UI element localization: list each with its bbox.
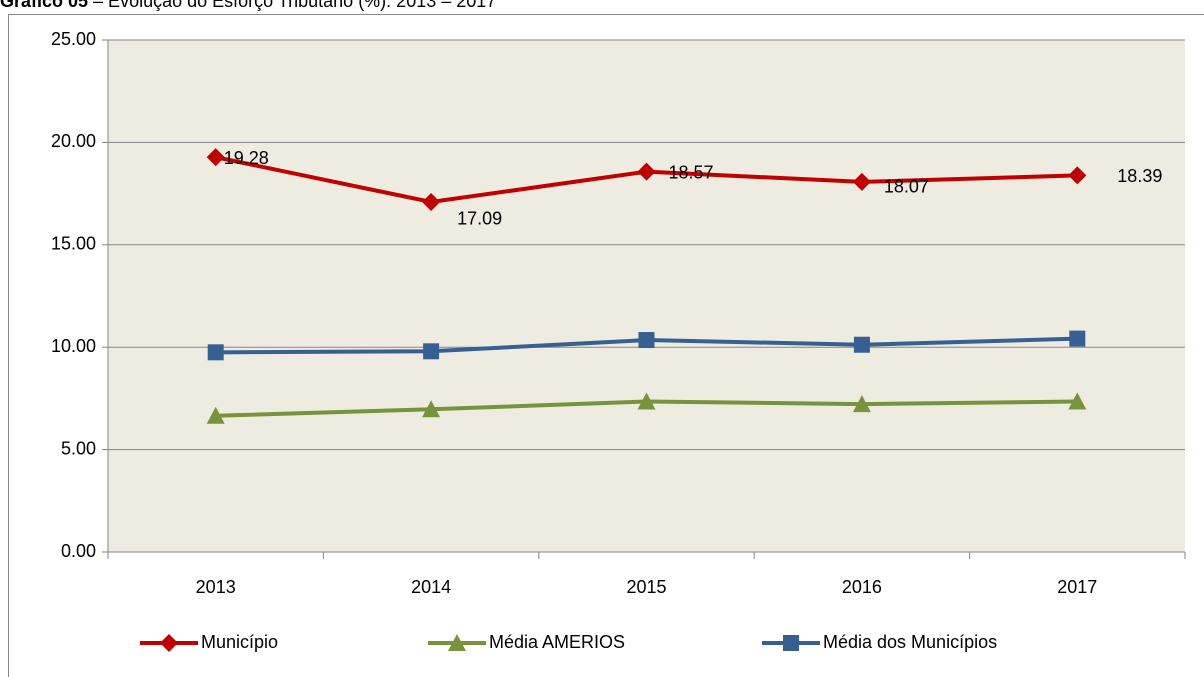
- x-tick-label: 2015: [626, 577, 666, 597]
- data-label: 18.39: [1117, 166, 1162, 186]
- data-label: 18.07: [884, 177, 929, 197]
- legend-marker: [783, 635, 799, 651]
- x-tick-label: 2017: [1057, 577, 1097, 597]
- data-point: [422, 192, 441, 211]
- data-point: [852, 395, 871, 413]
- y-tick-label: 25.00: [51, 29, 96, 49]
- data-point: [852, 172, 871, 191]
- data-point: [423, 343, 440, 360]
- x-tick-label: 2013: [196, 577, 236, 597]
- data-point: [1069, 330, 1086, 347]
- data-label: 18.57: [669, 162, 714, 182]
- data-point: [853, 336, 870, 353]
- legend-marker: [448, 634, 466, 651]
- legend-label: Média AMERIOS: [489, 632, 625, 652]
- legend-marker: [160, 634, 178, 652]
- title-text: – Evolução do Esforço Tributário (%): 20…: [88, 0, 496, 11]
- data-point: [637, 162, 656, 181]
- data-label: 19.28: [224, 148, 269, 168]
- legend-label: Município: [201, 632, 278, 652]
- y-tick-label: 15.00: [51, 234, 96, 254]
- data-label: 17.09: [457, 209, 502, 229]
- chart-title: Gráfico 05 – Evolução do Esforço Tributá…: [0, 0, 496, 11]
- data-point: [207, 344, 224, 361]
- y-tick-label: 10.00: [51, 336, 96, 356]
- title-prefix: Gráfico 05: [0, 0, 88, 11]
- y-tick-label: 5.00: [61, 438, 96, 458]
- data-point: [206, 148, 225, 167]
- data-point: [422, 400, 441, 418]
- x-tick-label: 2016: [842, 577, 882, 597]
- y-tick-label: 20.00: [51, 131, 96, 151]
- plot-area: [108, 40, 1185, 552]
- data-point: [638, 332, 655, 349]
- data-point: [637, 392, 656, 410]
- data-point: [1068, 166, 1087, 185]
- legend-label: Média dos Municípios: [823, 632, 997, 652]
- data-point: [1068, 392, 1087, 410]
- y-tick-label: 0.00: [61, 541, 96, 561]
- x-tick-label: 2014: [411, 577, 451, 597]
- data-point: [206, 406, 225, 424]
